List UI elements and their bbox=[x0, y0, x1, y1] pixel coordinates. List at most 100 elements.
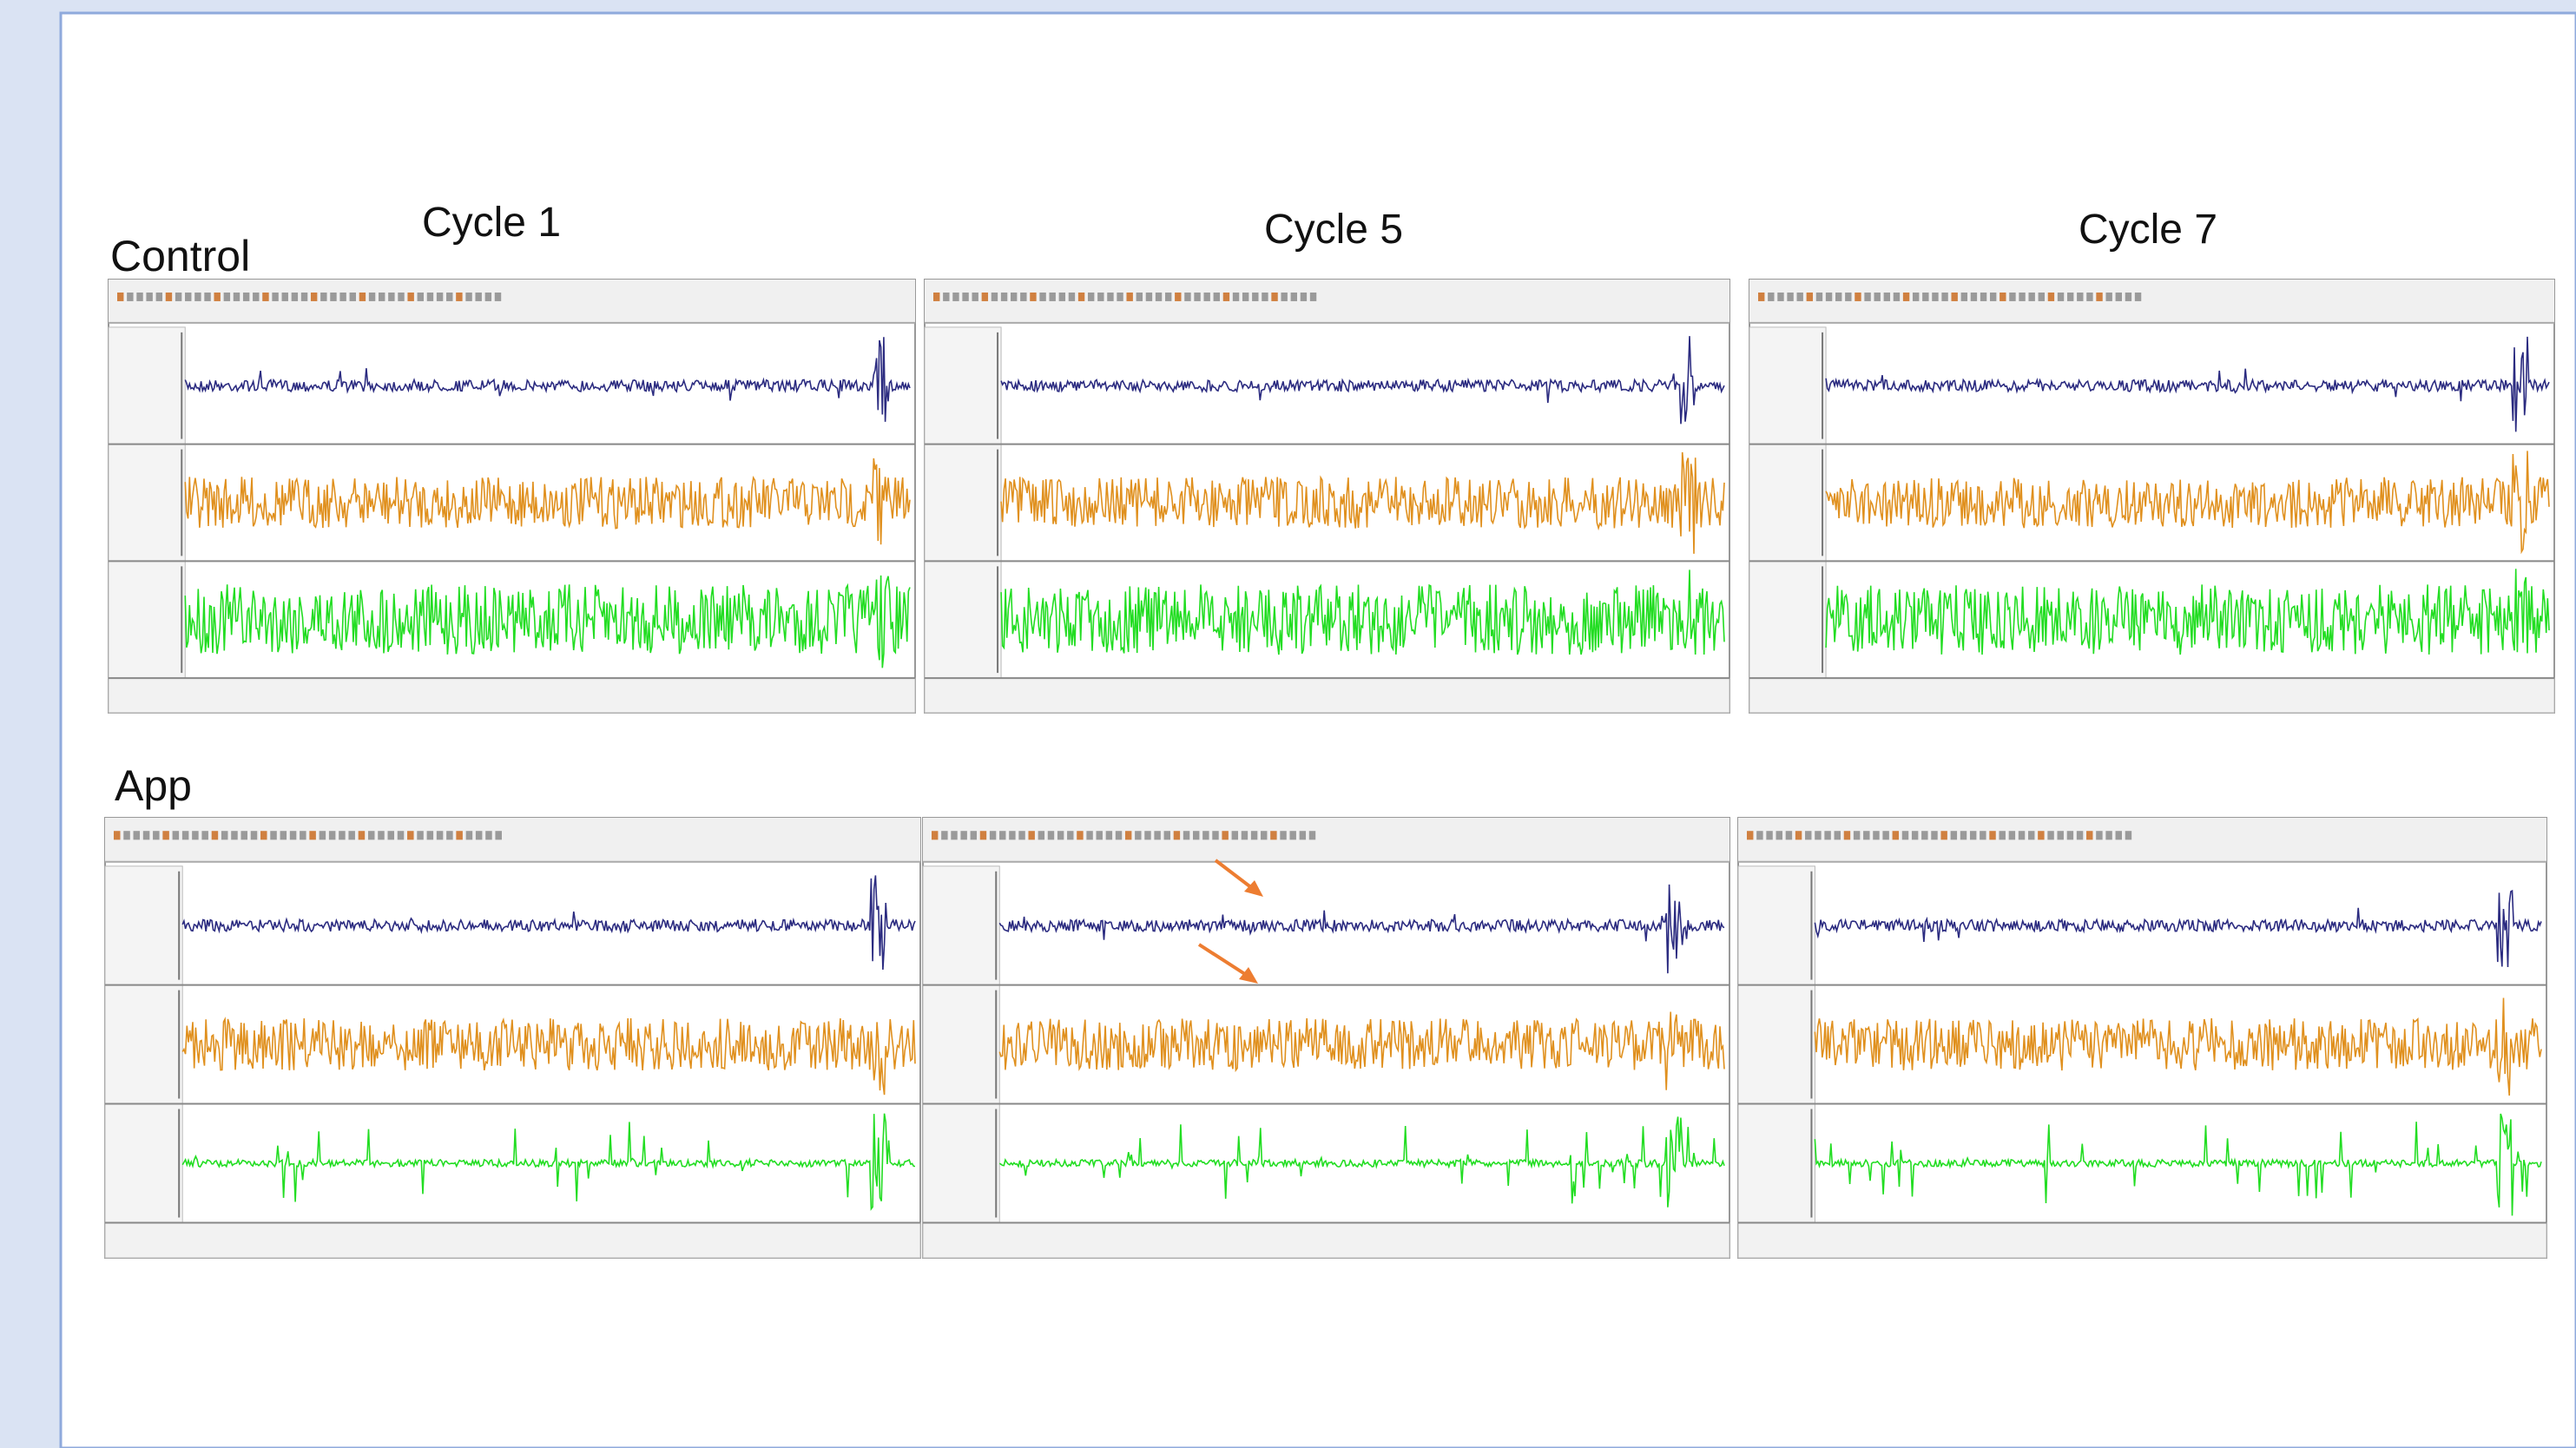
toolbar-icon bbox=[123, 831, 130, 839]
toolbar-icon bbox=[146, 293, 152, 301]
toolbar-icon bbox=[185, 293, 191, 301]
slide: Control App Cycle 1 Cycle 5 Cycle 7 bbox=[0, 0, 2576, 1448]
toolbar-icon bbox=[1154, 831, 1160, 839]
toolbar-icon bbox=[1300, 831, 1306, 839]
toolbar-icon bbox=[466, 831, 473, 839]
toolbar-icon bbox=[156, 293, 162, 301]
toolbar-icon bbox=[1766, 831, 1772, 839]
column-title: Cycle 5 bbox=[1264, 207, 1403, 253]
toolbar-icon bbox=[1126, 293, 1132, 301]
toolbar-icon bbox=[1097, 831, 1103, 839]
toolbar-icon bbox=[301, 293, 307, 301]
toolbar-icon bbox=[1951, 831, 1957, 839]
toolbar-icon bbox=[224, 293, 230, 301]
toolbar-icon bbox=[456, 293, 462, 301]
window bbox=[1749, 280, 2554, 713]
software-screenshot bbox=[1738, 818, 2546, 1258]
toolbar-icon bbox=[1144, 831, 1150, 839]
toolbar-icon bbox=[1893, 831, 1899, 839]
toolbar-icon bbox=[437, 831, 444, 839]
toolbar-icon bbox=[2125, 831, 2131, 839]
toolbar-icon bbox=[1960, 831, 1967, 839]
software-screenshot bbox=[1749, 280, 2554, 713]
software-screenshot bbox=[923, 818, 1729, 1258]
toolbar-icon bbox=[427, 831, 434, 839]
toolbar-icon bbox=[999, 831, 1005, 839]
toolbar-icon bbox=[1203, 293, 1209, 301]
toolbar-icon bbox=[1913, 293, 1919, 301]
toolbar-icon bbox=[339, 831, 346, 839]
toolbar-icon bbox=[2096, 293, 2102, 301]
toolbar-icon bbox=[1174, 831, 1180, 839]
toolbar-icon bbox=[446, 293, 452, 301]
toolbar-icon bbox=[456, 831, 463, 839]
toolbar-icon bbox=[1894, 293, 1900, 301]
axis-area bbox=[1738, 866, 1815, 1223]
toolbar-icon bbox=[1932, 293, 1938, 301]
toolbar-icon bbox=[2077, 293, 2083, 301]
toolbar-icon bbox=[1805, 831, 1811, 839]
toolbar-icon bbox=[1039, 293, 1045, 301]
toolbar-icon bbox=[1874, 293, 1880, 301]
toolbar-icon bbox=[1864, 293, 1870, 301]
toolbar-icon bbox=[495, 293, 501, 301]
toolbar-icon bbox=[1232, 831, 1238, 839]
toolbar-icon bbox=[1020, 293, 1026, 301]
toolbar-icon bbox=[1971, 293, 1977, 301]
toolbar-icon bbox=[990, 831, 996, 839]
toolbar-icon bbox=[2047, 831, 2053, 839]
toolbar-icon bbox=[378, 831, 385, 839]
toolbar-icon bbox=[1067, 831, 1073, 839]
toolbar-icon bbox=[1768, 293, 1774, 301]
toolbar-icon bbox=[943, 293, 949, 301]
toolbar-icon bbox=[1125, 831, 1131, 839]
toolbar-icon bbox=[114, 831, 121, 839]
axis-area bbox=[1749, 327, 1826, 678]
row-label: Control bbox=[110, 232, 250, 280]
toolbar-icon bbox=[1999, 831, 2005, 839]
toolbar-icon bbox=[2058, 831, 2064, 839]
toolbar-icon bbox=[1855, 293, 1861, 301]
toolbar-icon bbox=[1116, 831, 1122, 839]
toolbar-icon bbox=[1251, 831, 1257, 839]
toolbar-icon bbox=[1011, 293, 1017, 301]
toolbar-icon bbox=[446, 831, 453, 839]
toolbar-icon bbox=[1758, 293, 1764, 301]
toolbar-icon bbox=[2028, 293, 2034, 301]
toolbar-icon bbox=[1844, 831, 1850, 839]
toolbar-icon bbox=[309, 831, 316, 839]
toolbar-icon bbox=[173, 831, 180, 839]
toolbar-icon bbox=[212, 831, 219, 839]
toolbar-icon bbox=[260, 831, 267, 839]
toolbar-icon bbox=[1059, 293, 1065, 301]
toolbar-icon bbox=[1183, 831, 1189, 839]
toolbar-icon bbox=[941, 831, 947, 839]
axis-area bbox=[109, 327, 185, 678]
toolbar-icon bbox=[2086, 293, 2092, 301]
software-screenshot bbox=[105, 818, 920, 1258]
toolbar-icon bbox=[1776, 831, 1782, 839]
toolbar-icon bbox=[127, 293, 133, 301]
toolbar-icon bbox=[418, 293, 424, 301]
toolbar-icon bbox=[1787, 293, 1793, 301]
toolbar-icon bbox=[234, 293, 240, 301]
toolbar-icon bbox=[1826, 293, 1832, 301]
toolbar-icon bbox=[1271, 293, 1277, 301]
toolbar-icon bbox=[117, 293, 123, 301]
axis-area bbox=[925, 327, 1001, 678]
toolbar-icon bbox=[221, 831, 228, 839]
toolbar-icon bbox=[1164, 831, 1170, 839]
toolbar-icon bbox=[348, 831, 355, 839]
toolbar-icon bbox=[2116, 831, 2122, 839]
status-bar bbox=[109, 678, 915, 713]
toolbar-icon bbox=[175, 293, 181, 301]
toolbar-icon bbox=[1223, 293, 1229, 301]
toolbar-icon bbox=[1175, 293, 1181, 301]
toolbar-icon bbox=[143, 831, 150, 839]
toolbar-icon bbox=[1289, 831, 1295, 839]
toolbar-icon bbox=[951, 831, 957, 839]
toolbar-icon bbox=[1854, 831, 1860, 839]
toolbar-icon bbox=[1184, 293, 1190, 301]
toolbar-icon bbox=[1961, 293, 1967, 301]
toolbar-icon bbox=[194, 293, 201, 301]
